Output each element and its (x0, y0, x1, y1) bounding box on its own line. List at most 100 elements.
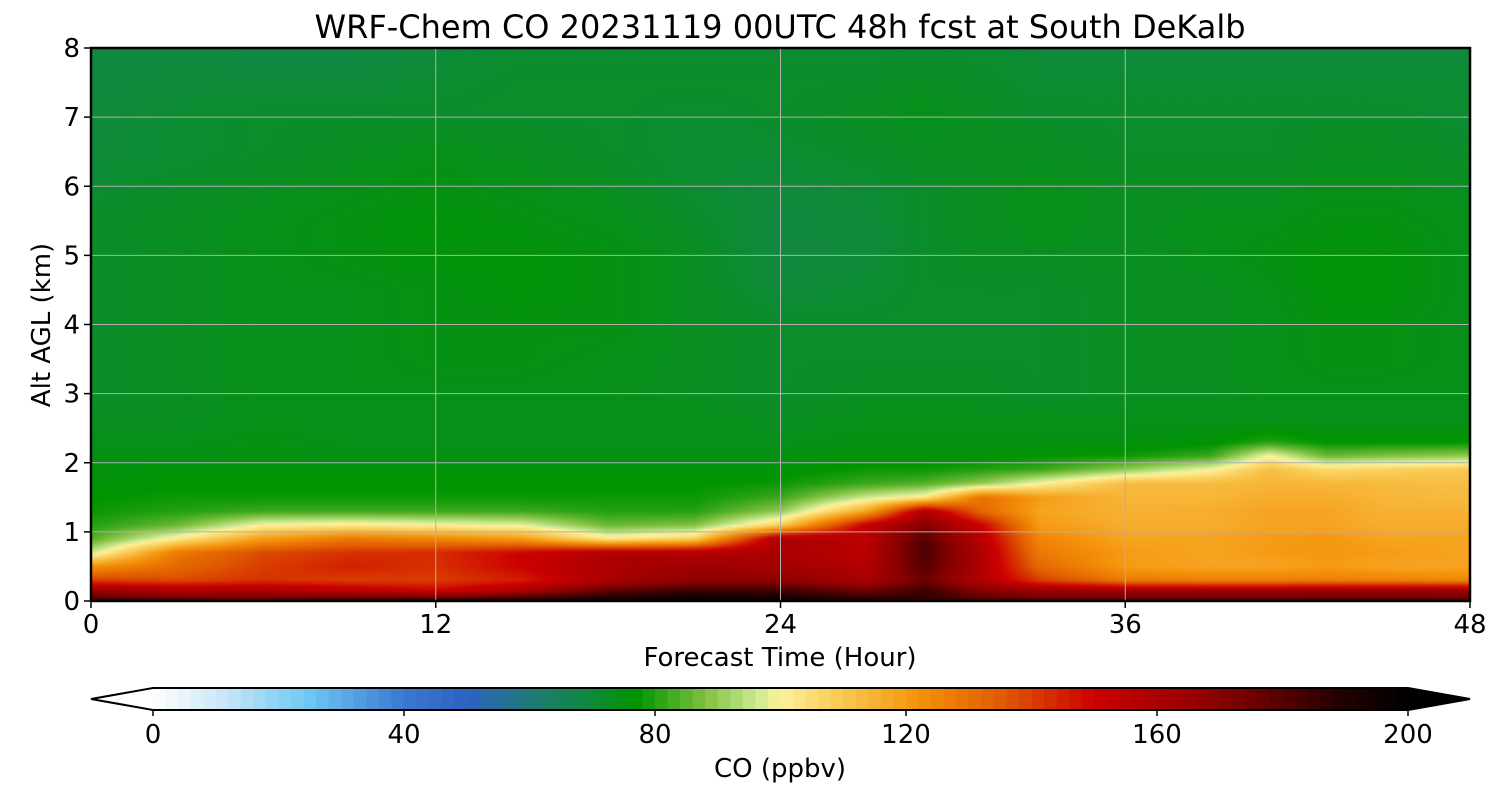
colorbar-segment (1069, 688, 1083, 710)
colorbar-segment (404, 688, 418, 710)
colorbar-segment (316, 688, 330, 710)
colorbar-extend-min (91, 688, 153, 710)
colorbar-segment (567, 688, 581, 710)
colorbar-segment (1320, 688, 1334, 710)
colorbar-segment (1006, 688, 1020, 710)
colorbar-segment (642, 688, 656, 710)
colorbar-segment (1307, 688, 1321, 710)
colorbar-segment (1018, 688, 1033, 710)
colorbar-segment (1395, 688, 1409, 710)
colorbar-segment (680, 688, 694, 710)
colorbar-segment (504, 688, 518, 710)
colorbar-segment (1119, 688, 1133, 710)
colorbar-segment (755, 688, 769, 710)
colorbar-segment (1257, 688, 1271, 710)
colorbar-segment (1194, 688, 1208, 710)
y-tick-label: 5 (63, 241, 80, 271)
colorbar-segment (1282, 688, 1296, 710)
colorbar-segment (291, 688, 305, 710)
colorbar-segment (165, 688, 179, 710)
colorbar-tick-label: 0 (145, 720, 162, 750)
colorbar-segment (1106, 688, 1120, 710)
colorbar-segment (265, 688, 280, 710)
colorbar-segment (805, 688, 819, 710)
colorbar-segment (353, 688, 367, 710)
colorbar-segment (303, 688, 317, 710)
colorbar-extend-max (1408, 688, 1470, 710)
colorbar-segment (780, 688, 794, 710)
colorbar-segment (993, 688, 1007, 710)
colorbar-segment (1169, 688, 1183, 710)
colorbar-segment (604, 688, 618, 710)
colorbar-segment (416, 688, 430, 710)
colorbar-segment (893, 688, 907, 710)
y-tick-label: 7 (63, 103, 80, 133)
colorbar-segment (968, 688, 982, 710)
x-tick-label: 24 (764, 610, 797, 640)
colorbar-segment (1044, 688, 1058, 710)
colorbar-segment (441, 688, 455, 710)
colorbar-segment (918, 688, 932, 710)
colorbar-segment (843, 688, 857, 710)
colorbar-segment (1332, 688, 1346, 710)
colorbar-segment (1031, 688, 1045, 710)
colorbar-segment (1370, 688, 1384, 710)
y-tick-label: 1 (63, 518, 80, 548)
colorbar-tick-label: 120 (881, 720, 931, 750)
colorbar-segment (1382, 688, 1397, 710)
colorbar-segment (328, 688, 342, 710)
colorbar-segment (592, 688, 606, 710)
x-axis-label: Forecast Time (Hour) (643, 643, 916, 673)
grid-lines (91, 48, 1470, 601)
colorbar-segment (278, 688, 292, 710)
colorbar-segment (830, 688, 844, 710)
colorbar-segment (1244, 688, 1258, 710)
colorbar-segment (253, 688, 267, 710)
colorbar-segment (1269, 688, 1284, 710)
colorbar-segment (378, 688, 393, 710)
colorbar-segment (240, 688, 254, 710)
colorbar-segment (491, 688, 505, 710)
colorbar-segment (1094, 688, 1108, 710)
x-axis: 0 12 24 36 48 (83, 601, 1487, 640)
colorbar-segment (956, 688, 970, 710)
colorbar-tick-label: 200 (1383, 720, 1433, 750)
x-tick-label: 12 (419, 610, 452, 640)
colorbar-tick-label: 80 (638, 720, 671, 750)
colorbar-segment (341, 688, 355, 710)
colorbar-segment (366, 688, 380, 710)
colorbar-segment (629, 688, 644, 710)
colorbar-segment (705, 688, 719, 710)
colorbar-segment (429, 688, 443, 710)
colorbar-segment (742, 688, 756, 710)
colorbar-segment (479, 688, 493, 710)
colorbar-segment (1056, 688, 1070, 710)
colorbar-segment (391, 688, 405, 710)
colorbar-segment (943, 688, 957, 710)
colorbar-tick-label: 40 (387, 720, 420, 750)
colorbar-segment (215, 688, 229, 710)
colorbar-segment (818, 688, 832, 710)
chart-title: WRF-Chem CO 20231119 00UTC 48h fcst at S… (314, 8, 1245, 46)
y-axis-label: Alt AGL (km) (27, 243, 57, 407)
y-tick-label: 2 (63, 449, 80, 479)
colorbar-segment (1081, 688, 1095, 710)
colorbar-segment (190, 688, 204, 710)
y-tick-label: 3 (63, 380, 80, 410)
colorbar-segment (793, 688, 807, 710)
colorbar-segment (228, 688, 242, 710)
colorbar-segment (981, 688, 995, 710)
colorbar-segment (203, 688, 217, 710)
colorbar-label: CO (ppbv) (714, 754, 846, 784)
colorbar-segment (1131, 688, 1146, 710)
colorbar-segment (1207, 688, 1221, 710)
colorbar-segment (579, 688, 593, 710)
colorbar-segment (1357, 688, 1371, 710)
colorbar-segment (1345, 688, 1359, 710)
colorbar-segment (178, 688, 192, 710)
colorbar-segment (529, 688, 543, 710)
colorbar-segment (667, 688, 681, 710)
